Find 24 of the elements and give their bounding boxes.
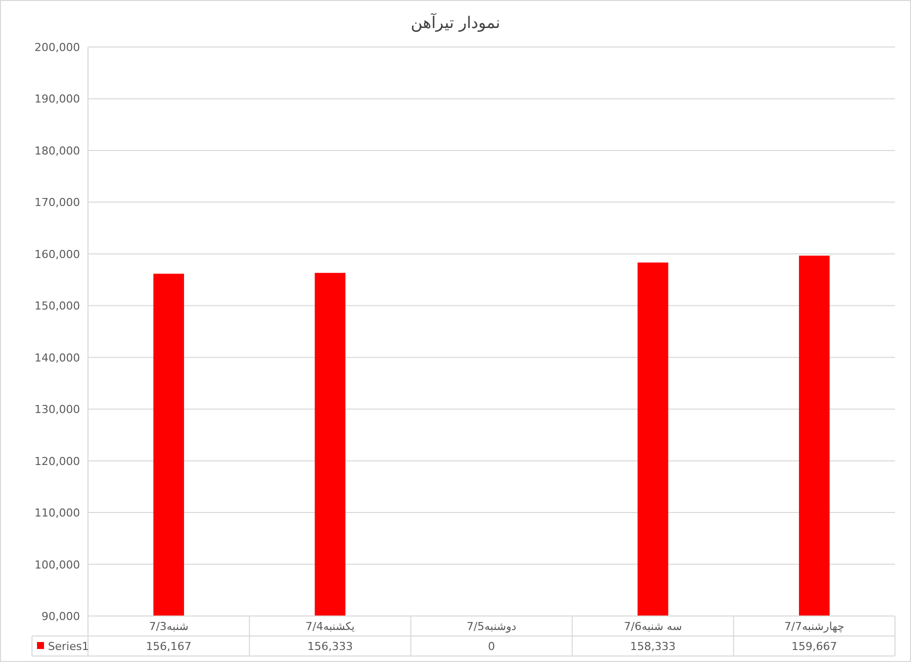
data-label: 159,667 [792,640,838,653]
y-tick-label: 110,000 [34,506,80,520]
y-tick-label: 190,000 [34,92,80,106]
chart-title: نمودار تیرآهن [410,12,500,32]
data-label: 158,333 [630,640,676,653]
y-tick-label: 170,000 [34,196,80,210]
y-tick-label: 120,000 [34,454,80,468]
legend-label: Series1 [48,640,89,653]
y-tick-label: 200,000 [34,41,80,54]
x-tick-label: شنبه7/3 [148,620,188,633]
y-tick-label: 130,000 [34,403,80,416]
y-tick-label: 140,000 [34,351,80,364]
x-tick-label: یکشنبه7/4 [306,620,355,633]
y-tick-label: 160,000 [34,248,80,261]
text: 0 [488,640,495,653]
data-label: 156,167 [146,640,192,653]
y-tick-label: 100,000 [34,558,80,572]
x-tick-label: سه شنبه7/6 [624,620,682,633]
x-tick-label: چهارشنبه7/7 [784,620,844,633]
y-tick-label: 150,000 [34,300,80,313]
x-tick-label: دوشنبه7/5 [466,620,516,633]
y-tick-label: 90,000 [42,610,80,623]
data-label: 156,333 [307,640,353,653]
y-tick-label: 180,000 [34,144,80,158]
